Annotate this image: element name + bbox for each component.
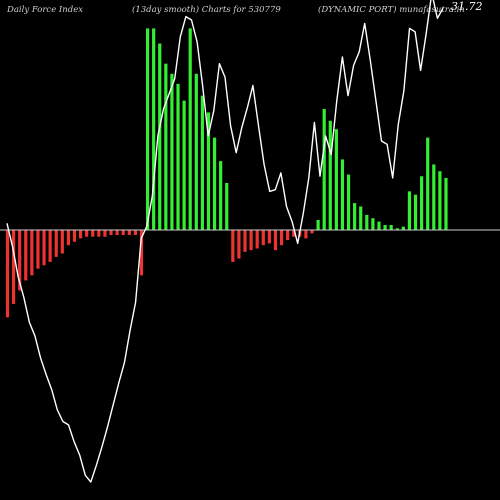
force-bar — [48, 230, 52, 262]
force-bar — [231, 230, 235, 262]
force-bar — [78, 230, 83, 239]
force-bar — [322, 109, 326, 230]
force-bar — [401, 226, 405, 230]
force-bar — [121, 230, 125, 236]
force-bar — [103, 230, 107, 237]
chart-header-left: Daily Force Index — [6, 5, 83, 15]
force-bar — [407, 191, 412, 230]
force-bar — [304, 230, 308, 239]
force-bar — [188, 28, 192, 231]
force-bar — [42, 230, 46, 266]
force-bar — [91, 230, 95, 237]
force-bar — [11, 230, 16, 304]
force-bar — [316, 219, 320, 230]
force-bar — [158, 43, 162, 230]
force-bar — [371, 218, 375, 230]
force-bar — [24, 230, 28, 281]
force-bar — [145, 28, 150, 231]
force-bar — [444, 177, 448, 230]
force-bar — [377, 221, 381, 230]
force-bar — [353, 203, 357, 230]
force-bar — [200, 95, 204, 230]
force-bar — [225, 182, 229, 230]
force-bar — [164, 63, 168, 231]
force-bar — [36, 230, 40, 269]
force-bar — [219, 161, 223, 230]
force-bar — [109, 230, 113, 236]
chart-header-center: (13day smooth) Charts for 530779 — [132, 4, 281, 15]
force-bar — [170, 73, 174, 230]
force-bar — [97, 230, 101, 237]
force-bar — [413, 194, 418, 230]
force-bar — [243, 230, 247, 252]
force-bar — [383, 224, 387, 230]
force-bar — [334, 129, 338, 230]
force-bar — [389, 224, 393, 230]
force-bar — [279, 230, 284, 246]
force-bar — [212, 137, 217, 230]
force-bar — [127, 230, 131, 236]
smooth-line — [6, 0, 444, 483]
force-bar — [346, 174, 351, 230]
force-bar — [420, 176, 424, 230]
force-bar — [432, 164, 436, 230]
force-bar — [72, 230, 77, 242]
force-bar — [328, 120, 332, 230]
force-bar — [176, 83, 180, 230]
force-bar — [54, 230, 58, 257]
force-bar — [182, 100, 186, 230]
force-bar — [85, 230, 89, 237]
force-bar — [261, 230, 265, 246]
force-bar — [340, 159, 345, 230]
force-bar — [66, 230, 70, 246]
force-bar — [310, 230, 314, 234]
force-bars — [5, 28, 448, 318]
last-value-label: 31.72 — [451, 0, 483, 13]
force-bar — [194, 73, 198, 230]
force-bar — [359, 206, 363, 230]
force-bar — [139, 230, 144, 276]
force-bar — [438, 171, 442, 230]
force-bar — [267, 230, 271, 244]
force-bar — [133, 230, 137, 236]
force-bar — [206, 112, 211, 230]
force-bar — [426, 137, 430, 230]
force-bar — [273, 230, 278, 251]
force-bar — [30, 230, 34, 276]
force-bar — [286, 230, 290, 241]
force-bar — [292, 230, 296, 237]
force-bar — [395, 228, 399, 230]
force-bar — [237, 230, 241, 259]
force-bar — [5, 230, 10, 318]
force-bar — [152, 28, 156, 231]
force-bar — [18, 230, 22, 291]
force-bar — [255, 230, 259, 249]
force-bar — [60, 230, 64, 254]
force-bar — [365, 214, 369, 230]
force-bar — [249, 230, 253, 251]
chart-header-right: (DYNAMIC PORT) munafasutra.in — [318, 4, 465, 15]
force-bar — [115, 230, 119, 236]
